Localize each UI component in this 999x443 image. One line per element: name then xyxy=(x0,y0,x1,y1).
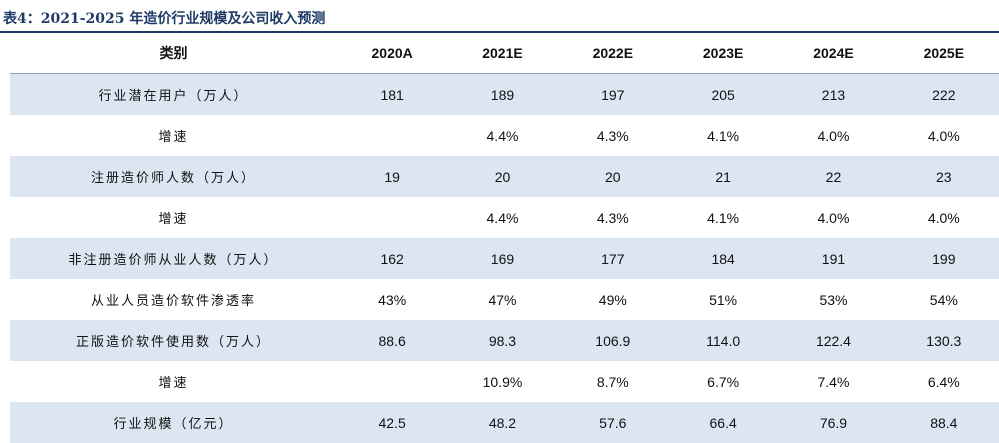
table-cell: 76.9 xyxy=(778,402,889,443)
table-cell: 162 xyxy=(336,238,448,279)
row-label: 从业人员造价软件渗透率 xyxy=(90,294,256,309)
table-cell: 191 xyxy=(778,238,889,279)
table-cell: 6.4% xyxy=(927,373,960,390)
table-cell: 122.4 xyxy=(778,320,889,361)
table-cell: 57.6 xyxy=(557,402,668,443)
table-cell: 199 xyxy=(888,238,999,279)
column-header: 2022E xyxy=(592,45,634,61)
table-cell: 7.4% xyxy=(817,373,850,390)
table-cell: 169 xyxy=(447,238,558,279)
row-label: 增速 xyxy=(158,212,189,227)
table-cell: 4.1% xyxy=(707,127,740,144)
table-cell: 197 xyxy=(557,73,668,115)
table-cell: 4.1% xyxy=(707,209,740,226)
table-row: 增速 10.9% 8.7% 6.7% 7.4% 6.4% xyxy=(10,361,999,402)
table-cell: 8.7% xyxy=(596,373,629,390)
table-cell: 6.7% xyxy=(707,373,740,390)
table-cell: 4.4% xyxy=(486,209,519,226)
table-cell: 49% xyxy=(598,291,627,308)
title-divider xyxy=(0,31,999,33)
column-header: 2021E xyxy=(482,45,523,61)
table-row: 行业潜在用户（万人） 181 189 197 205 213 222 xyxy=(10,73,999,115)
table-cell: 19 xyxy=(336,156,448,197)
table-cell: 43% xyxy=(378,291,407,308)
table-cell: 222 xyxy=(888,73,999,115)
table-cell: 189 xyxy=(447,73,558,115)
row-label: 正版造价软件使用数（万人） xyxy=(10,320,337,361)
table-cell: 181 xyxy=(336,73,448,115)
table-cell xyxy=(337,361,447,402)
row-label: 注册造价师人数（万人） xyxy=(10,156,337,197)
table-cell: 51% xyxy=(709,291,738,308)
table-cell: 98.3 xyxy=(447,320,558,361)
table-cell: 4.3% xyxy=(596,209,629,226)
column-header: 2024E xyxy=(813,45,854,61)
table-title: 表4：2021-2025 年造价行业规模及公司收入预测 xyxy=(3,11,326,27)
table-cell: 20 xyxy=(447,156,558,197)
column-header: 2025E xyxy=(923,45,965,61)
table-cell: 88.6 xyxy=(336,320,448,361)
table-cell: 23 xyxy=(888,156,999,197)
table-cell: 22 xyxy=(778,156,889,197)
row-label: 行业潜在用户（万人） xyxy=(10,73,337,115)
header-row: 类别 2020A 2021E 2022E 2023E 2024E 2025E xyxy=(10,33,999,74)
row-label: 行业规模（亿元） xyxy=(10,402,337,443)
table-cell: 130.3 xyxy=(888,320,999,361)
table-cell: 42.5 xyxy=(336,402,448,443)
table-cell: 4.0% xyxy=(927,209,960,226)
table-cell: 10.9% xyxy=(482,373,523,390)
table-cell: 184 xyxy=(667,238,779,279)
table-row: 增速 4.4% 4.3% 4.1% 4.0% 4.0% xyxy=(10,197,999,238)
table-cell: 177 xyxy=(557,238,668,279)
table-cell xyxy=(337,115,447,156)
table-cell: 106.9 xyxy=(557,320,668,361)
table-cell: 48.2 xyxy=(447,402,558,443)
table-cell: 47% xyxy=(488,291,517,308)
row-label: 增速 xyxy=(158,130,189,145)
table-cell: 114.0 xyxy=(667,320,779,361)
column-header: 2020A xyxy=(371,45,413,61)
table-row: 非注册造价师从业人数（万人） 162 169 177 184 191 199 xyxy=(10,238,999,279)
table-row: 正版造价软件使用数（万人） 88.6 98.3 106.9 114.0 122.4 130.… xyxy=(10,320,999,361)
table-cell: 21 xyxy=(667,156,779,197)
table-cell: 66.4 xyxy=(667,402,779,443)
table-cell: 4.0% xyxy=(927,127,960,144)
forecast-table: 类别 2020A 2021E 2022E 2023E 2024E 2025E 行… xyxy=(10,33,999,443)
table-row: 注册造价师人数（万人） 19 20 20 21 22 23 xyxy=(10,156,999,197)
table-cell: 4.3% xyxy=(596,127,629,144)
table-row: 增速 4.4% 4.3% 4.1% 4.0% 4.0% xyxy=(10,115,999,156)
table-cell: 54% xyxy=(929,291,958,308)
table-cell: 20 xyxy=(557,156,668,197)
table-row: 从业人员造价软件渗透率 43% 47% 49% 51% 53% 54% xyxy=(10,279,999,320)
table-cell: 53% xyxy=(819,291,848,308)
column-header: 2023E xyxy=(702,45,744,61)
table-cell: 205 xyxy=(667,73,779,115)
table-cell: 88.4 xyxy=(888,402,999,443)
row-label: 增速 xyxy=(158,376,189,391)
table-cell: 4.0% xyxy=(817,209,850,226)
table-cell xyxy=(337,197,447,238)
table-row: 行业规模（亿元） 42.5 48.2 57.6 66.4 76.9 88.4 xyxy=(10,402,999,443)
column-header: 类别 xyxy=(159,46,188,62)
table-cell: 213 xyxy=(778,73,889,115)
table-cell: 4.0% xyxy=(817,127,850,144)
table-cell: 4.4% xyxy=(486,127,519,144)
row-label: 非注册造价师从业人数（万人） xyxy=(10,238,337,279)
